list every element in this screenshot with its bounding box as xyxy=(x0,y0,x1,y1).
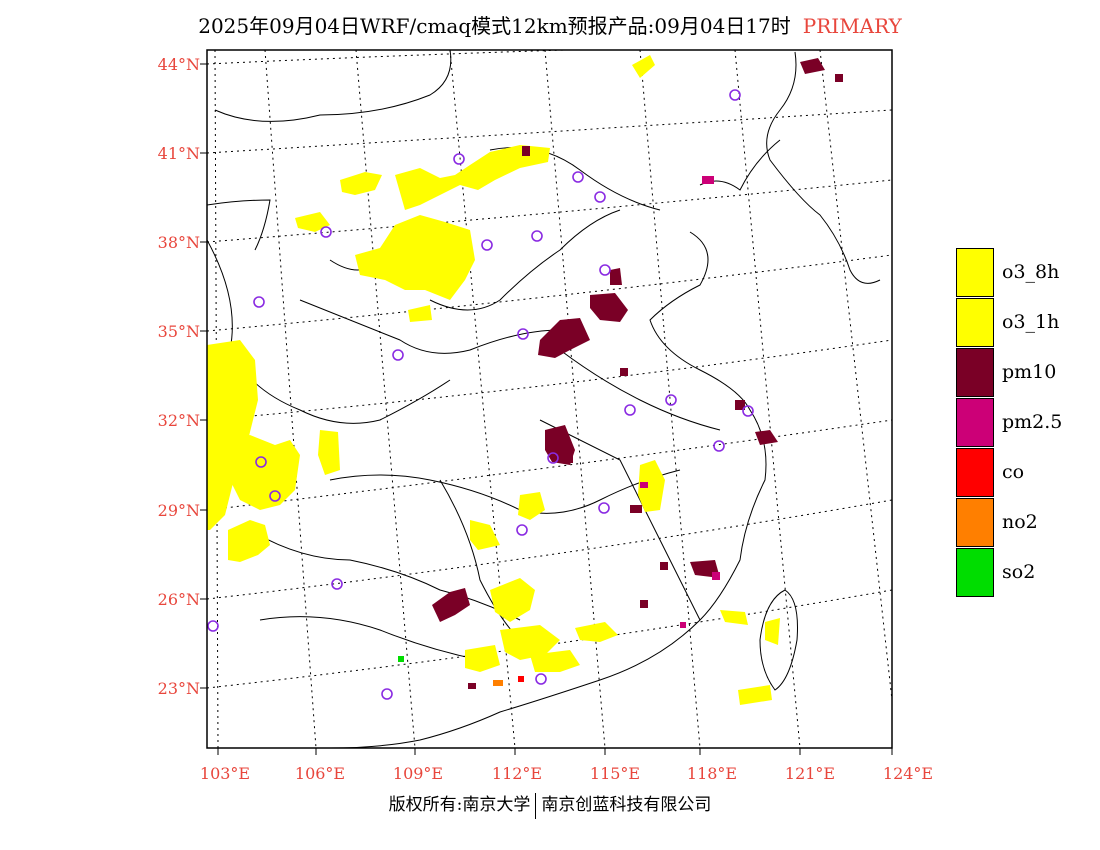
lat-ticks xyxy=(200,63,207,689)
legend-label: co xyxy=(1002,461,1025,483)
lat-label-29: 29°N xyxy=(157,501,200,520)
lon-label-109: 109°E xyxy=(392,764,444,783)
legend-swatch xyxy=(956,498,994,547)
lon-label-112: 112°E xyxy=(491,764,543,783)
lon-label-106: 106°E xyxy=(294,764,346,783)
lon-label-115: 115°E xyxy=(589,764,641,783)
station-markers xyxy=(207,89,754,700)
legend-label: pm2.5 xyxy=(1002,411,1063,433)
co-cell xyxy=(518,676,524,682)
lat-label-23: 23°N xyxy=(157,679,200,698)
legend-swatch xyxy=(956,248,994,297)
footer-divider xyxy=(535,792,537,819)
lon-label-103: 103°E xyxy=(199,764,251,783)
legend-swatch xyxy=(956,298,994,347)
legend-swatch xyxy=(956,448,994,497)
o3-areas xyxy=(207,55,780,705)
lat-label-44: 44°N xyxy=(157,55,200,74)
map-frame xyxy=(206,49,893,749)
so2-cell xyxy=(398,656,404,662)
lon-label-118: 118°E xyxy=(686,764,738,783)
title-text: 2025年09月04日WRF/cmaq模式12km预报产品:09月04日17时 xyxy=(198,14,791,38)
lon-label-124: 124°E xyxy=(882,764,934,783)
legend-label: o3_8h xyxy=(1002,261,1060,283)
map-title: 2025年09月04日WRF/cmaq模式12km预报产品:09月04日17时 P… xyxy=(0,10,1100,39)
lat-label-35: 35°N xyxy=(157,322,200,341)
lat-label-41: 41°N xyxy=(157,144,200,163)
legend-label: no2 xyxy=(1002,511,1038,533)
legend-label: so2 xyxy=(1002,561,1036,583)
copyright-company: 南京创蓝科技有限公司 xyxy=(541,795,712,815)
pm25-areas xyxy=(640,176,720,628)
legend-label: o3_1h xyxy=(1002,311,1060,333)
pm10-areas xyxy=(432,58,843,689)
legend-swatch xyxy=(956,348,994,397)
lat-label-32: 32°N xyxy=(157,411,200,430)
lat-label-26: 26°N xyxy=(157,590,200,609)
no2-cell xyxy=(493,680,503,686)
legend-swatch xyxy=(956,398,994,447)
legend-label: pm10 xyxy=(1002,361,1057,383)
lon-ticks xyxy=(217,748,893,755)
copyright-footer: 版权所有:南京大学 南京创蓝科技有限公司 xyxy=(0,790,1100,819)
legend-swatch xyxy=(956,548,994,597)
lat-label-38: 38°N xyxy=(157,233,200,252)
copyright-owner: 版权所有:南京大学 xyxy=(388,795,531,815)
lon-label-121: 121°E xyxy=(784,764,836,783)
primary-tag: PRIMARY xyxy=(802,14,902,38)
